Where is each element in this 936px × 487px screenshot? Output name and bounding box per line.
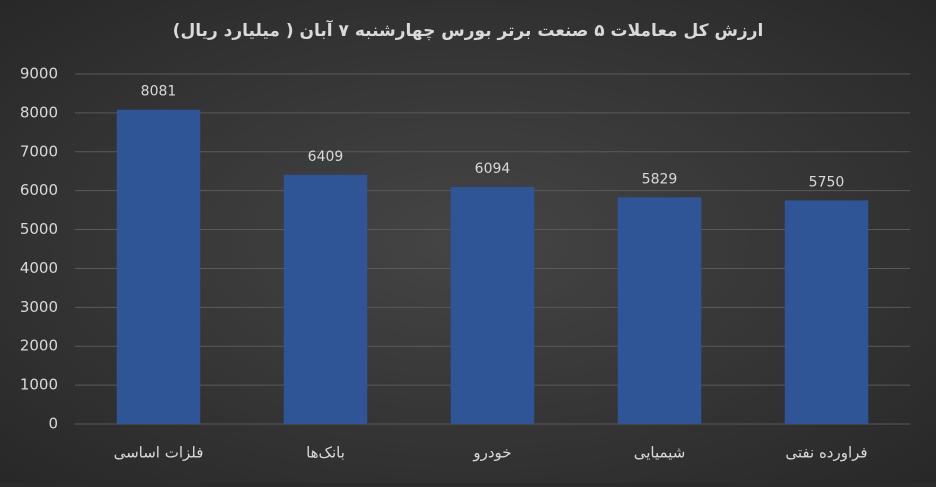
bar — [283, 174, 368, 424]
y-tick-label: 7000 — [20, 142, 58, 160]
y-tick-label: 1000 — [20, 376, 58, 394]
value-label: 6409 — [308, 149, 344, 165]
y-tick-label: 5000 — [20, 220, 58, 238]
value-label: 8081 — [141, 84, 177, 100]
bar — [450, 187, 535, 424]
chart-title: ارزش کل معاملات ۵ صنعت برتر بورس چهارشنب… — [173, 19, 764, 41]
y-tick-label: 6000 — [20, 181, 58, 199]
bar — [116, 109, 201, 424]
y-tick-label: 3000 — [20, 298, 58, 316]
value-label: 6094 — [475, 161, 511, 177]
y-tick-label: 9000 — [20, 65, 58, 83]
value-label: 5750 — [809, 174, 845, 190]
y-tick-label: 8000 — [20, 103, 58, 121]
x-tick-label: فراورده نفتی — [785, 444, 867, 462]
y-tick-label: 2000 — [20, 337, 58, 355]
y-tick-label: 0 — [48, 415, 58, 433]
bar — [784, 200, 869, 424]
x-tick-label: فلزات اساسی — [114, 444, 204, 462]
x-tick-label: خودرو — [472, 444, 511, 462]
value-label: 5829 — [642, 171, 678, 187]
x-tick-label: شیمیایی — [634, 444, 686, 462]
bar — [617, 197, 702, 424]
y-tick-label: 4000 — [20, 259, 58, 277]
x-tick-label: بانک‌ها — [306, 444, 345, 462]
